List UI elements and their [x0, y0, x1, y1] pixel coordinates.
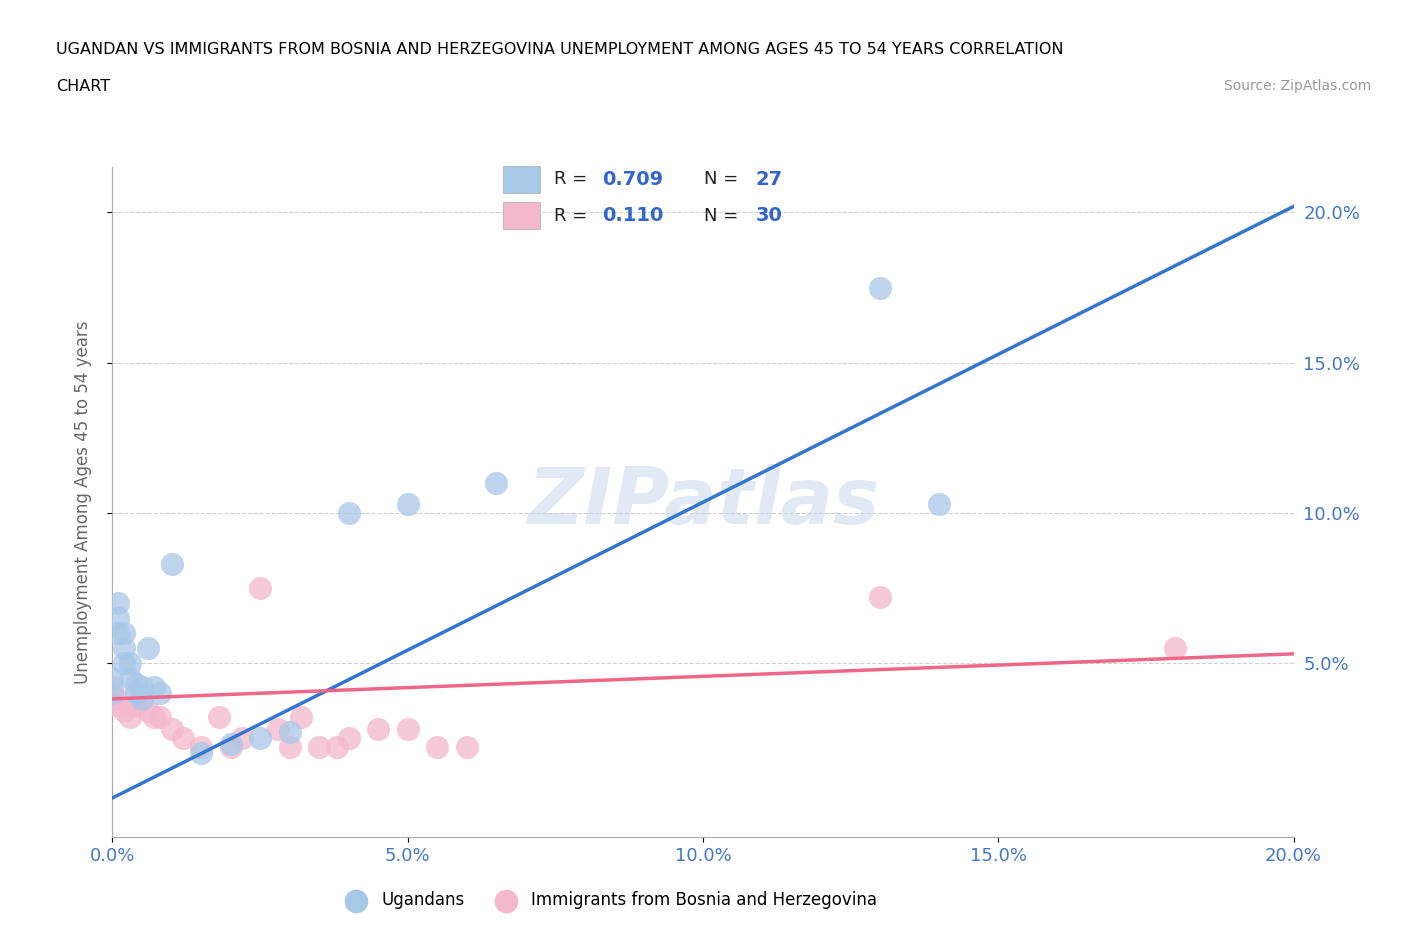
Point	[1164, 641, 1187, 656]
Point	[149, 710, 172, 724]
Point	[112, 641, 135, 656]
Point	[149, 685, 172, 700]
Point	[160, 556, 183, 571]
Point	[231, 730, 253, 745]
Point	[107, 625, 129, 640]
Point	[326, 739, 349, 754]
Point	[131, 691, 153, 706]
Point	[112, 625, 135, 640]
Point	[112, 656, 135, 671]
Text: R =: R =	[554, 170, 593, 189]
Point	[120, 710, 142, 724]
Text: N =: N =	[704, 206, 744, 225]
Point	[142, 680, 165, 695]
Point	[131, 680, 153, 695]
Point	[112, 703, 135, 718]
Point	[120, 656, 142, 671]
Point	[131, 691, 153, 706]
Point	[869, 280, 891, 295]
Text: 30: 30	[755, 206, 782, 225]
Text: N =: N =	[704, 170, 744, 189]
Point	[396, 722, 419, 737]
Point	[396, 497, 419, 512]
Point	[101, 680, 124, 695]
Point	[249, 580, 271, 595]
Point	[308, 739, 330, 754]
Point	[249, 730, 271, 745]
Point	[290, 710, 312, 724]
Point	[125, 676, 148, 691]
Point	[456, 739, 478, 754]
Point	[120, 671, 142, 685]
Point	[142, 710, 165, 724]
Point	[190, 739, 212, 754]
Point	[107, 698, 129, 712]
Point	[219, 737, 242, 751]
Text: 0.110: 0.110	[602, 206, 664, 225]
Point	[101, 691, 124, 706]
Y-axis label: Unemployment Among Ages 45 to 54 years: Unemployment Among Ages 45 to 54 years	[73, 321, 91, 684]
FancyBboxPatch shape	[503, 203, 540, 230]
Point	[869, 590, 891, 604]
Point	[367, 722, 389, 737]
Text: 27: 27	[755, 170, 782, 189]
Point	[160, 722, 183, 737]
Point	[928, 497, 950, 512]
Point	[337, 730, 360, 745]
Point	[101, 671, 124, 685]
Point	[136, 641, 159, 656]
Point	[219, 739, 242, 754]
Legend: Ugandans, Immigrants from Bosnia and Herzegovina: Ugandans, Immigrants from Bosnia and Her…	[333, 884, 884, 916]
FancyBboxPatch shape	[503, 166, 540, 193]
Point	[101, 685, 124, 700]
Point	[267, 722, 290, 737]
Text: 0.709: 0.709	[602, 170, 662, 189]
Point	[107, 595, 129, 610]
Text: UGANDAN VS IMMIGRANTS FROM BOSNIA AND HERZEGOVINA UNEMPLOYMENT AMONG AGES 45 TO : UGANDAN VS IMMIGRANTS FROM BOSNIA AND HE…	[56, 42, 1064, 57]
Point	[278, 724, 301, 739]
Point	[125, 698, 148, 712]
Point	[426, 739, 449, 754]
Text: ZIPatlas: ZIPatlas	[527, 464, 879, 540]
Point	[278, 739, 301, 754]
Point	[107, 610, 129, 625]
Point	[337, 505, 360, 520]
Point	[136, 703, 159, 718]
Point	[107, 691, 129, 706]
Text: R =: R =	[554, 206, 599, 225]
Point	[172, 730, 194, 745]
Text: CHART: CHART	[56, 79, 110, 94]
Text: Source: ZipAtlas.com: Source: ZipAtlas.com	[1223, 79, 1371, 93]
Point	[208, 710, 231, 724]
Point	[190, 746, 212, 761]
Point	[485, 475, 508, 490]
Point	[125, 685, 148, 700]
